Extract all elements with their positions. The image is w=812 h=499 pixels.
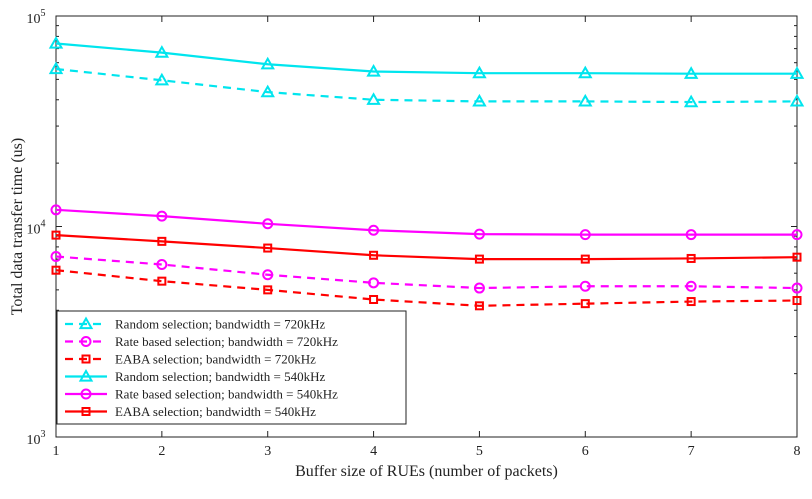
x-tick-label: 2: [158, 444, 165, 459]
legend-label: Random selection; bandwidth = 540kHz: [115, 369, 325, 384]
data-point: [686, 253, 696, 263]
data-point: [789, 93, 805, 107]
series-line: [55, 42, 797, 75]
data-point: [262, 218, 274, 230]
data-point: [50, 204, 62, 216]
legend-label: Random selection; bandwidth = 720kHz: [115, 317, 325, 332]
data-point: [368, 277, 380, 289]
data-point: [580, 299, 590, 309]
x-tick-label: 3: [264, 444, 271, 459]
data-point: [366, 63, 381, 77]
x-axis-title: Buffer size of RUEs (number of packets): [295, 463, 558, 480]
data-point: [51, 265, 61, 275]
x-tick-label: 7: [688, 444, 695, 459]
legend-marker: [78, 316, 94, 330]
y-tick-label: 104: [27, 219, 46, 238]
data-point: [48, 61, 64, 75]
data-point: [792, 252, 802, 262]
y-axis-title: Total data transfer time (us): [9, 138, 26, 315]
data-point: [473, 282, 485, 294]
data-point: [157, 236, 167, 246]
data-point: [156, 210, 168, 222]
data-point: [685, 229, 697, 241]
x-tick-label: 6: [582, 444, 589, 459]
series-line: [55, 67, 798, 104]
data-point: [157, 276, 167, 286]
data-point: [686, 297, 696, 307]
data-point: [369, 250, 379, 260]
data-point: [578, 93, 593, 107]
data-point: [472, 93, 487, 107]
data-point: [154, 45, 170, 58]
data-point: [474, 301, 484, 311]
data-point: [368, 224, 380, 236]
series-4: [48, 36, 805, 79]
data-point: [154, 72, 170, 86]
data-point: [580, 254, 590, 264]
data-point: [791, 229, 803, 241]
series-line: [55, 255, 798, 290]
data-point: [51, 230, 61, 240]
data-point: [578, 65, 593, 79]
legend-label: EABA selection; bandwidth = 540kHz: [115, 404, 316, 419]
series-line: [55, 208, 797, 236]
data-point: [156, 258, 168, 270]
x-tick-label: 8: [794, 444, 801, 459]
data-point: [683, 94, 699, 108]
data-point: [789, 66, 805, 79]
legend-marker: [80, 336, 92, 347]
x-tick-label: 1: [53, 444, 60, 459]
data-point: [473, 228, 485, 240]
data-point: [260, 56, 275, 70]
data-point: [474, 254, 484, 264]
legend-label: EABA selection; bandwidth = 720kHz: [115, 352, 316, 367]
series-line: [55, 269, 798, 307]
data-point: [579, 229, 591, 241]
data-point: [48, 36, 64, 49]
legend-marker: [81, 407, 91, 416]
series-5: [50, 204, 803, 241]
legend-box: [56, 310, 407, 425]
legend: Random selection; bandwidth = 720kHz Rate…: [56, 310, 407, 425]
y-tick-label: 103: [27, 429, 46, 448]
data-point: [791, 282, 803, 294]
series-6: [51, 230, 802, 264]
data-point: [369, 294, 379, 304]
legend-marker: [81, 354, 91, 364]
data-point: [366, 92, 381, 105]
data-point: [263, 243, 273, 253]
data-point: [579, 280, 591, 292]
legend-marker: [78, 368, 94, 382]
data-point: [472, 65, 487, 79]
data-point: [260, 84, 275, 98]
legend-label: Rate based selection; bandwidth = 540kHz: [115, 387, 338, 402]
y-tick-label: 105: [27, 8, 46, 27]
data-point: [683, 66, 699, 79]
data-point: [685, 280, 697, 292]
data-point: [50, 251, 62, 263]
data-point: [262, 269, 274, 281]
data-point: [792, 296, 802, 306]
series-2: [50, 251, 803, 294]
series-3: [51, 265, 802, 311]
series-line: [55, 234, 798, 261]
legend-label: Rate based selection; bandwidth = 720kHz: [115, 334, 338, 349]
legend-marker: [80, 388, 92, 400]
x-tick-label: 5: [476, 444, 483, 459]
series-1: [48, 61, 805, 108]
x-tick-label: 4: [370, 444, 377, 459]
data-point: [263, 285, 273, 295]
